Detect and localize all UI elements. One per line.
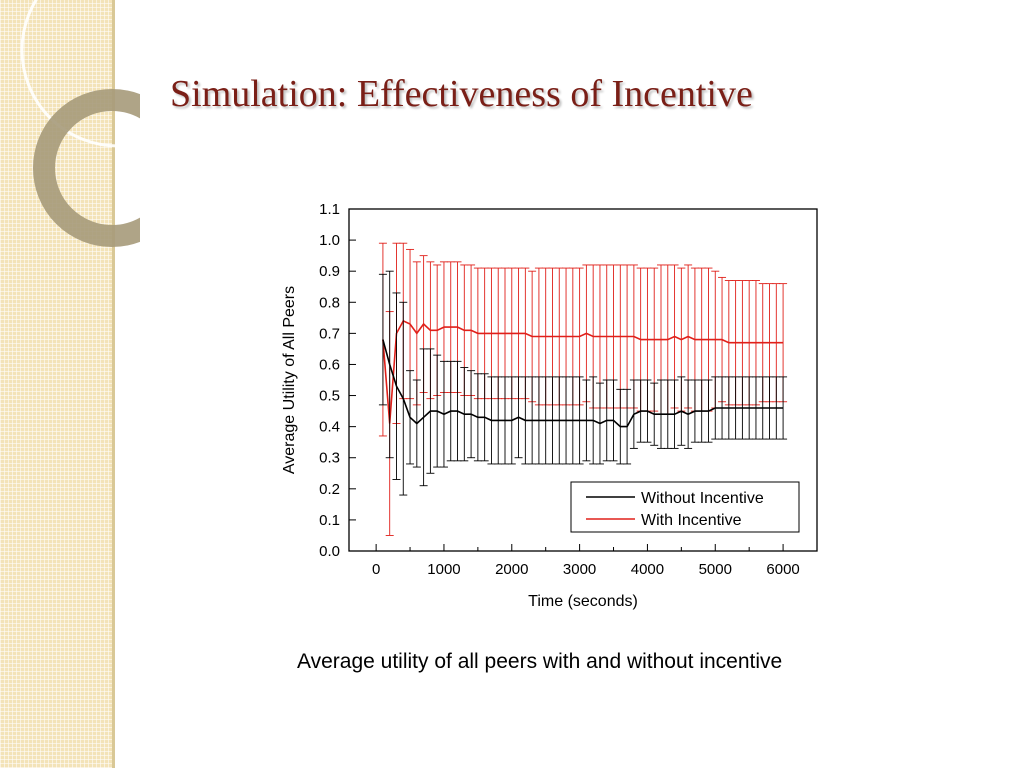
x-axis: 0 1000 2000 3000 4000 5000 6000 (372, 544, 800, 578)
figure-caption: Average utility of all peers with and wi… (297, 650, 783, 673)
series-line (382, 339, 784, 428)
side-strip-border (112, 0, 115, 768)
legend-label-without-incentive: Without Incentive (641, 490, 764, 507)
y-tick-label: 1.0 (319, 232, 340, 249)
decorative-rings (20, 0, 140, 247)
decorative-ring-thick (33, 89, 140, 247)
y-tick-label: 0.0 (319, 543, 340, 560)
utility-chart: 0 1000 2000 3000 4000 5000 6000 0.00.10.20.30.… (281, 201, 818, 610)
x-tick-label: 1000 (427, 561, 460, 578)
y-axis-label: Average Utility of All Peers (281, 286, 298, 474)
y-tick-label: 0.8 (319, 294, 340, 311)
y-tick-label: 0.4 (319, 419, 340, 436)
y-tick-label: 1.1 (319, 201, 340, 218)
series-without-incentive (378, 270, 788, 496)
y-tick-label: 0.3 (319, 450, 340, 467)
series-line (382, 319, 784, 424)
series-layer (378, 242, 788, 536)
y-axis: 0.0 0.1 0.2 0.3 0.4 0.5 0.6 0.7 0.8 0.9 1.0 1.1 (319, 201, 356, 560)
y-tick-label: 0.9 (319, 263, 340, 280)
x-tick-label: 4000 (631, 561, 664, 578)
decorative-ring-outer (20, 0, 140, 148)
legend: Without Incentive With Incentive (570, 481, 800, 533)
y-tick-label: 0.6 (319, 356, 340, 373)
y-tick-label: 0.7 (319, 325, 340, 342)
x-tick-label: 3000 (563, 561, 596, 578)
y-tick-label: 0.2 (319, 481, 340, 498)
slide-title: Simulation: Effectiveness of Incentive (170, 73, 753, 115)
y-tick-label: 0.5 (319, 388, 340, 405)
x-tick-label: 2000 (495, 561, 528, 578)
x-tick-label: 6000 (766, 561, 799, 578)
y-tick-label: 0.1 (319, 512, 340, 529)
legend-label-with-incentive: With Incentive (641, 512, 742, 529)
x-tick-label: 5000 (699, 561, 732, 578)
x-axis-label: Time (seconds) (528, 593, 638, 610)
x-tick-label: 0 (372, 561, 380, 578)
legend-box (570, 481, 800, 533)
